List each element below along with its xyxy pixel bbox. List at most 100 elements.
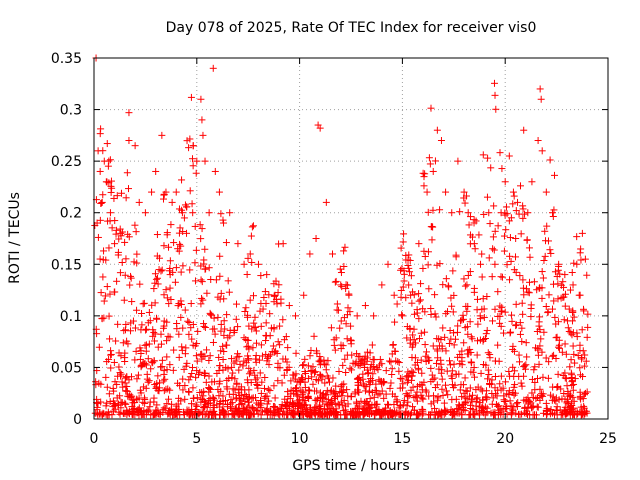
data-point: [419, 264, 427, 272]
data-point: [442, 188, 450, 196]
data-point: [125, 233, 133, 241]
data-point: [535, 284, 543, 292]
data-point: [506, 397, 514, 405]
data-point: [576, 371, 584, 379]
data-point: [215, 380, 223, 388]
data-point: [424, 208, 432, 216]
data-point: [519, 205, 527, 213]
data-point: [247, 368, 255, 376]
data-point: [378, 281, 386, 289]
data-point: [136, 386, 144, 394]
data-point: [536, 396, 544, 404]
data-point: [340, 247, 348, 255]
data-point: [508, 409, 516, 417]
data-point: [545, 291, 553, 299]
data-point: [276, 341, 284, 349]
data-point: [541, 227, 549, 235]
data-point: [347, 340, 355, 348]
data-point: [332, 277, 340, 285]
data-point: [370, 393, 378, 401]
data-point: [185, 144, 193, 152]
data-point: [417, 356, 425, 364]
data-point: [341, 243, 349, 251]
data-point: [395, 367, 403, 375]
data-point: [169, 366, 177, 374]
data-point: [261, 374, 269, 382]
data-point: [253, 407, 261, 415]
data-point: [369, 355, 377, 363]
data-point: [573, 329, 581, 337]
data-point: [135, 404, 143, 412]
data-point: [230, 359, 238, 367]
data-point: [570, 313, 578, 321]
data-point: [425, 154, 433, 162]
data-point: [175, 394, 183, 402]
data-point: [116, 269, 124, 277]
data-point: [331, 393, 339, 401]
data-point: [478, 387, 486, 395]
data-point: [441, 381, 449, 389]
data-point: [456, 208, 464, 216]
data-point: [459, 311, 467, 319]
data-point: [175, 229, 183, 237]
data-point: [105, 244, 113, 252]
data-point: [102, 402, 110, 410]
data-point: [512, 235, 520, 243]
data-point: [106, 209, 114, 217]
data-point: [548, 209, 556, 217]
data-point: [119, 339, 127, 347]
data-point: [206, 352, 214, 360]
data-point: [224, 277, 232, 285]
data-point: [494, 341, 502, 349]
data-point: [185, 388, 193, 396]
data-point: [365, 388, 373, 396]
data-point: [192, 246, 200, 254]
data-point: [200, 260, 208, 268]
data-point: [114, 251, 122, 259]
data-point: [319, 398, 327, 406]
data-point: [515, 372, 523, 380]
data-point: [528, 178, 536, 186]
data-point: [121, 354, 129, 362]
data-point: [510, 192, 518, 200]
data-point: [339, 389, 347, 397]
data-point: [489, 233, 497, 241]
data-point: [334, 400, 342, 408]
data-point: [186, 373, 194, 381]
data-point: [97, 199, 105, 207]
data-point: [309, 380, 317, 388]
data-point: [342, 368, 350, 376]
data-point: [258, 378, 266, 386]
data-point: [279, 410, 287, 418]
data-point: [551, 268, 559, 276]
data-point: [535, 318, 543, 326]
data-point: [185, 376, 193, 384]
data-point: [410, 406, 418, 414]
data-point: [395, 411, 403, 419]
data-point: [106, 398, 114, 406]
data-point: [547, 406, 555, 414]
data-point: [510, 347, 518, 355]
data-point: [118, 228, 126, 236]
data-point: [198, 278, 206, 286]
data-point: [512, 268, 520, 276]
data-point: [128, 298, 136, 306]
data-point: [555, 336, 563, 344]
data-point: [149, 326, 157, 334]
data-point: [273, 349, 281, 357]
data-point: [332, 334, 340, 342]
data-point: [274, 363, 282, 371]
data-point: [530, 278, 538, 286]
data-point: [110, 358, 118, 366]
data-point: [434, 396, 442, 404]
data-point: [453, 409, 461, 417]
data-point: [386, 410, 394, 418]
data-point: [376, 355, 384, 363]
data-point: [247, 409, 255, 417]
data-point: [355, 373, 363, 381]
data-point: [145, 377, 153, 385]
data-point: [181, 382, 189, 390]
data-point: [431, 404, 439, 412]
data-point: [228, 399, 236, 407]
data-point: [470, 364, 478, 372]
